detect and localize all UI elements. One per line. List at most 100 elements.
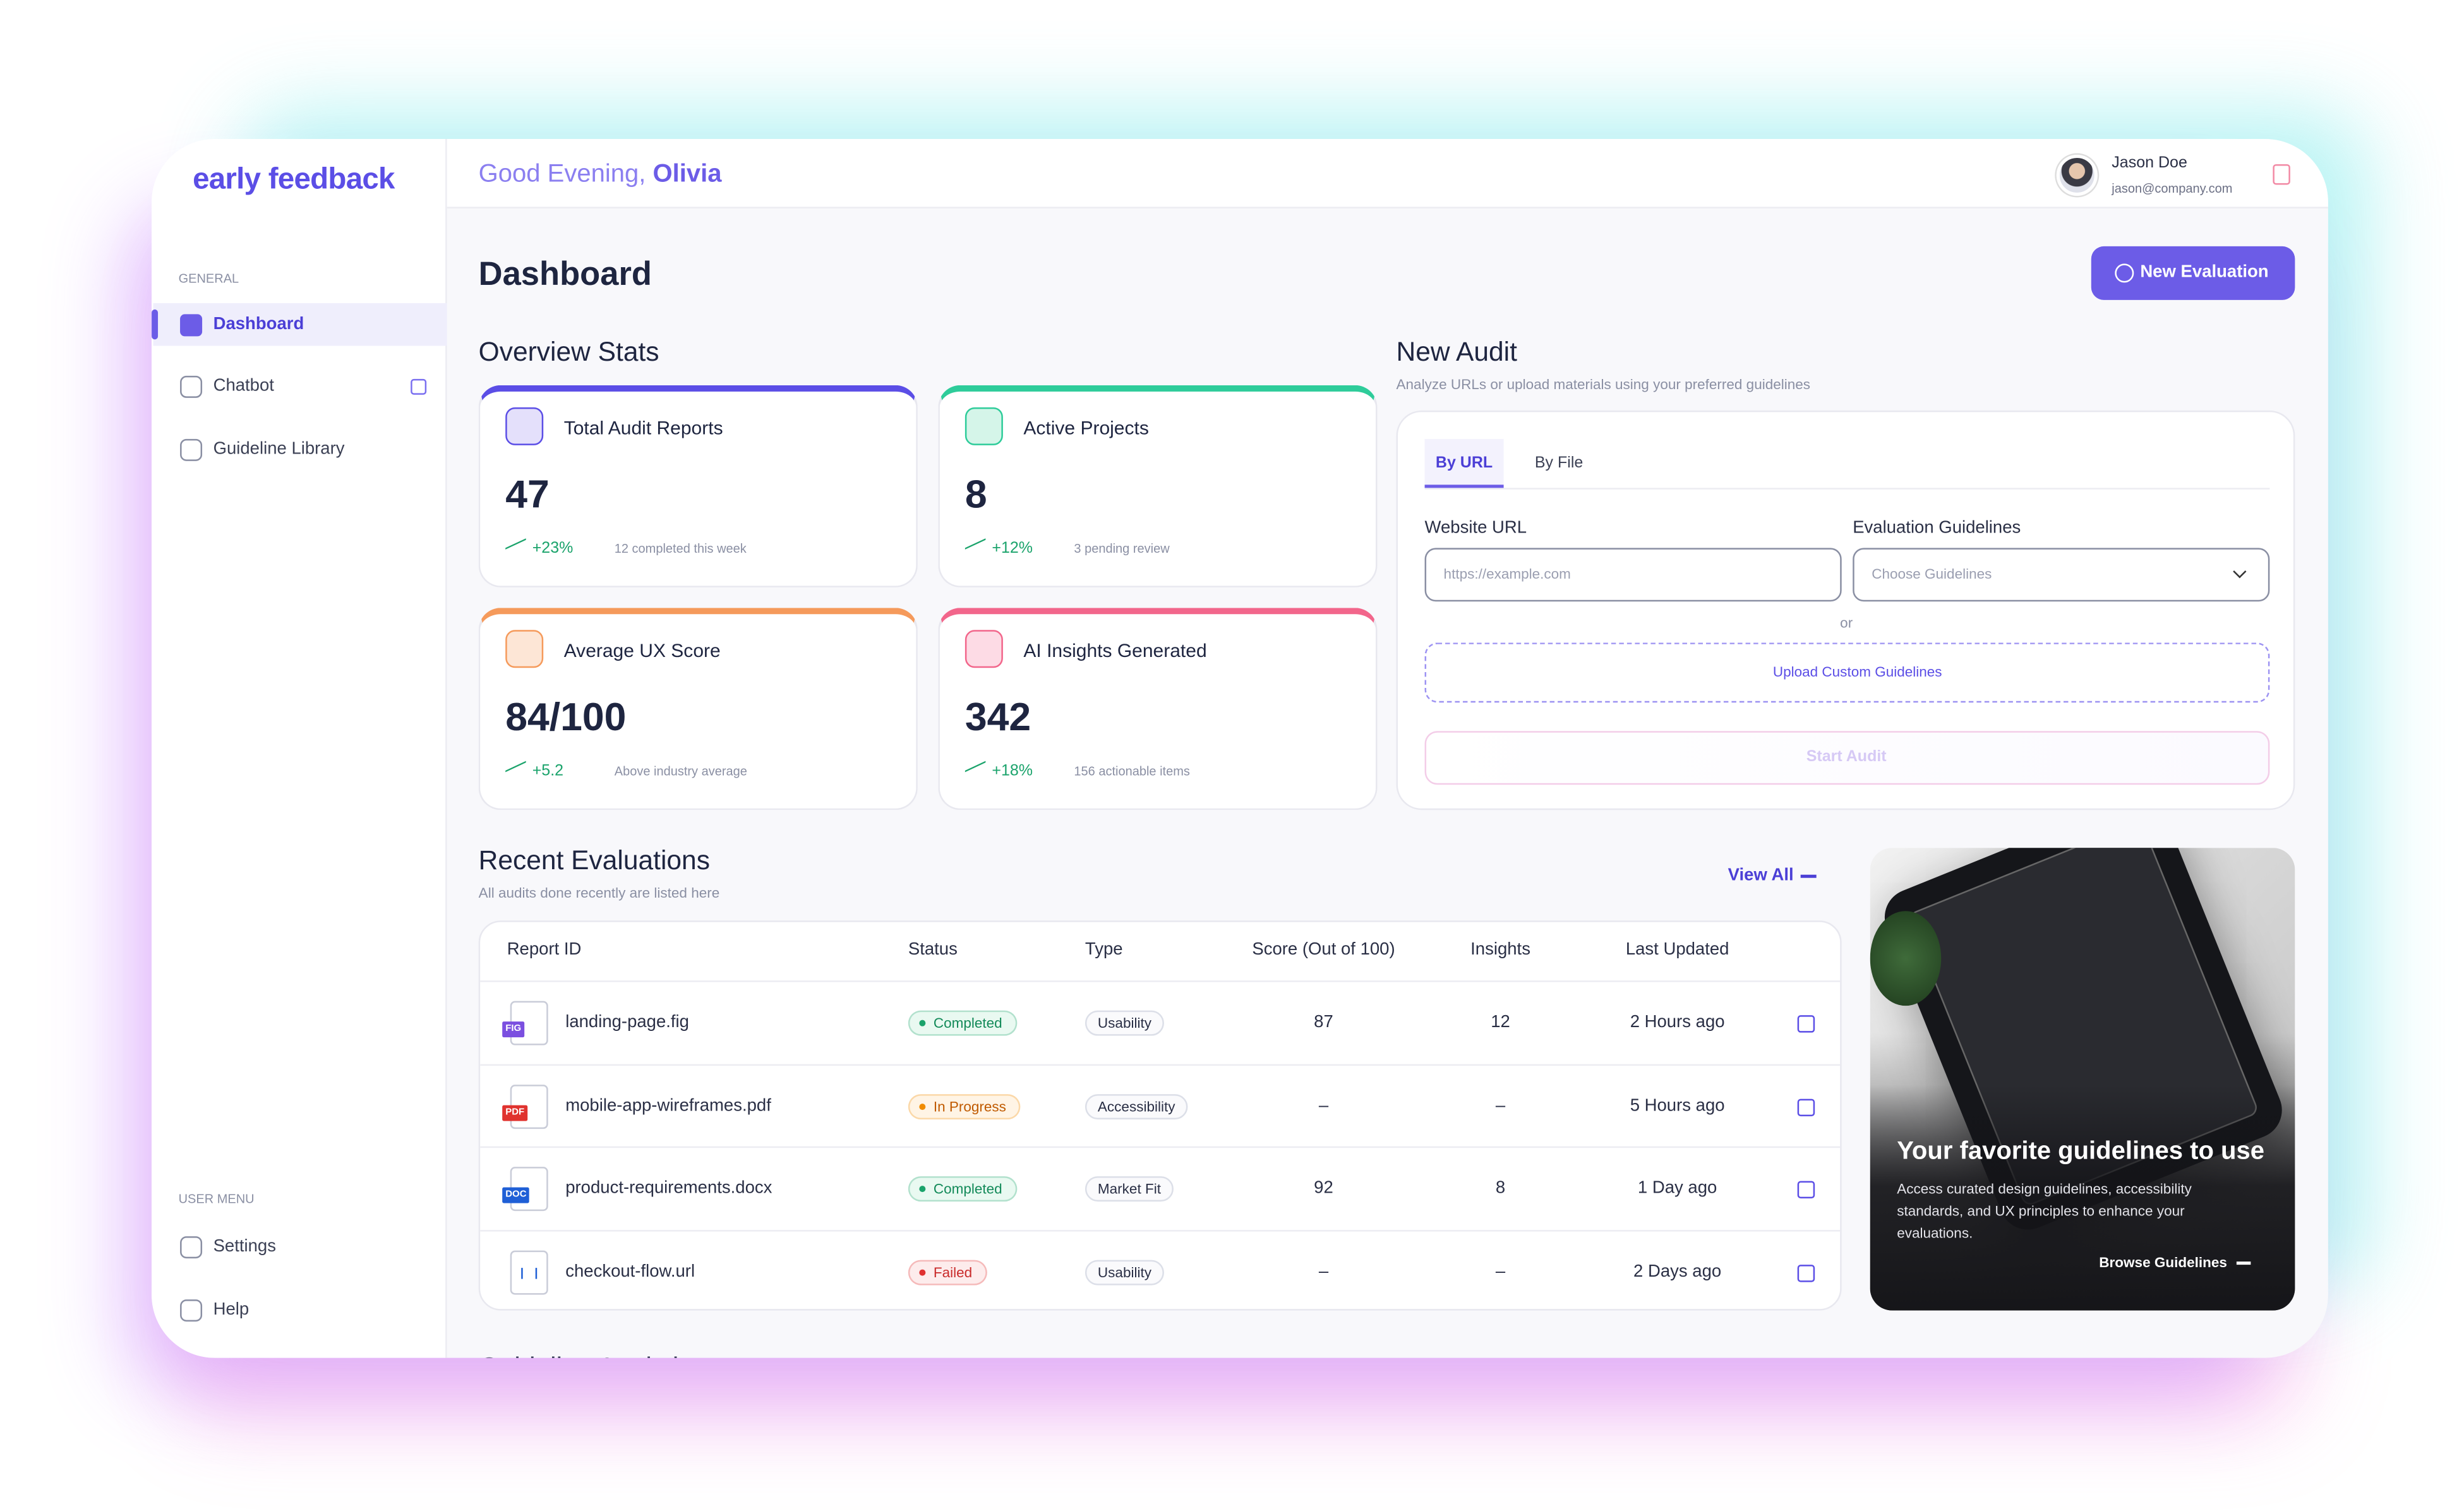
active-indicator xyxy=(152,309,159,340)
nav-item[interactable]: Settings xyxy=(213,1237,276,1256)
tab-underline xyxy=(1424,488,2270,490)
user-first-name: Olivia xyxy=(652,160,722,188)
stat-value: 8 xyxy=(965,473,987,517)
open-icon[interactable] xyxy=(1797,1015,1815,1033)
column-header: Insights xyxy=(1470,940,1530,960)
code-icon xyxy=(521,1268,538,1279)
app-frame: early feedback GENERAL Dashboard Chatbot Gui… xyxy=(152,138,2328,1358)
stat-card: Active Projects 8 +12% 3 pending review xyxy=(938,385,1378,587)
nav-item[interactable]: Help xyxy=(213,1300,249,1320)
stat-change: +5.2 xyxy=(532,762,564,780)
insights: 8 xyxy=(1495,1178,1506,1198)
button-label[interactable]: New Evaluation xyxy=(2140,263,2269,282)
stat-card: Total Audit Reports 47 +23% 12 completed th… xyxy=(478,385,918,587)
column-header: Type xyxy=(1085,940,1123,960)
nav-icon xyxy=(180,1299,203,1322)
nav-icon xyxy=(180,375,203,398)
url-input[interactable] xyxy=(1424,548,1842,602)
greeting-text: Good Evening, xyxy=(478,160,653,188)
stat-card: Average UX Score 84/100 +5.2 Above industry… xyxy=(478,608,918,810)
trend-icon xyxy=(505,761,526,783)
open-icon[interactable] xyxy=(1797,1265,1815,1282)
file-type-badge: PDF xyxy=(502,1105,528,1121)
upload-link[interactable]: Upload Custom Guidelines xyxy=(1772,664,1942,680)
brand-logo[interactable]: early feedback xyxy=(193,163,395,197)
new-evaluation-button[interactable]: New Evaluation xyxy=(2091,246,2295,300)
promo-card[interactable]: Your favorite guidelines to use Access cu… xyxy=(1870,848,2295,1311)
guidelines-select[interactable] xyxy=(1853,548,2270,602)
nav-item[interactable]: Dashboard xyxy=(213,315,304,334)
stat-title: Total Audit Reports xyxy=(563,416,723,439)
status-badge: Failed xyxy=(908,1260,987,1285)
external-link-icon xyxy=(411,378,427,395)
tab[interactable]: By URL xyxy=(1435,454,1493,473)
stat-icon xyxy=(965,630,1003,668)
start-audit-button[interactable] xyxy=(1424,731,2270,785)
file-icon xyxy=(510,1001,548,1045)
stat-title: Active Projects xyxy=(1023,416,1149,439)
plant-image xyxy=(1870,911,1942,1006)
promo-link[interactable]: Browse Guidelines xyxy=(2099,1254,2227,1270)
row-divider xyxy=(480,1230,1841,1232)
score: 92 xyxy=(1314,1178,1333,1198)
insights: – xyxy=(1495,1096,1506,1116)
report-name[interactable]: product-requirements.docx xyxy=(565,1178,772,1198)
status-badge: In Progress xyxy=(908,1094,1021,1120)
arrow-icon xyxy=(1800,874,1817,877)
stat-icon xyxy=(505,407,544,445)
last-updated: 2 Days ago xyxy=(1633,1262,1722,1282)
report-name[interactable]: checkout-flow.url xyxy=(565,1262,695,1282)
logout-icon[interactable] xyxy=(2273,164,2290,185)
status-dot xyxy=(919,1104,926,1111)
stat-note: 3 pending review xyxy=(1074,541,1170,556)
nav-icon xyxy=(180,314,203,337)
column-header: Report ID xyxy=(507,940,582,960)
tab[interactable]: By File xyxy=(1534,454,1584,473)
nav-item[interactable]: Guideline Library xyxy=(213,440,345,459)
status-badge: Completed xyxy=(908,1176,1017,1202)
row-divider xyxy=(480,1064,1841,1066)
section-title: New Audit xyxy=(1396,337,1517,368)
report-name[interactable]: landing-page.fig xyxy=(565,1013,690,1032)
status-dot xyxy=(919,1186,926,1193)
stat-title: AI Insights Generated xyxy=(1023,639,1207,662)
greeting: Good Evening, Olivia xyxy=(479,162,722,188)
open-icon[interactable] xyxy=(1797,1181,1815,1199)
report-name[interactable]: mobile-app-wireframes.pdf xyxy=(565,1096,771,1116)
file-icon xyxy=(510,1250,548,1295)
status-dot xyxy=(919,1269,926,1276)
score: 87 xyxy=(1314,1013,1333,1032)
button-label[interactable]: Start Audit xyxy=(1806,748,1887,766)
arrow-icon xyxy=(2236,1261,2251,1264)
upload-dropzone[interactable] xyxy=(1424,642,2270,703)
trend-icon xyxy=(505,538,526,561)
plus-icon xyxy=(2115,263,2134,283)
stat-note: Above industry average xyxy=(614,764,747,779)
nav-item[interactable]: Chatbot xyxy=(213,376,274,396)
column-header: Last Updated xyxy=(1625,940,1729,960)
new-audit-panel: By URL By File Website URL Evaluation Guide… xyxy=(1396,410,2295,810)
stat-note: 156 actionable items xyxy=(1074,764,1190,779)
or-divider: or xyxy=(1840,615,1853,631)
section-title: Overview Stats xyxy=(478,337,659,368)
stat-value: 47 xyxy=(505,473,550,517)
nav-icon xyxy=(180,1236,203,1259)
section-subtitle: Analyze URLs or upload materials using y… xyxy=(1396,376,1811,393)
section-title: Recent Evaluations xyxy=(478,845,710,876)
page-title: Dashboard xyxy=(478,256,652,293)
avatar[interactable] xyxy=(2056,154,2098,196)
stat-change: +18% xyxy=(992,762,1033,780)
stat-note: 12 completed this week xyxy=(614,541,747,556)
column-header: Status xyxy=(908,940,958,960)
sidebar-section-label: GENERAL xyxy=(178,271,239,286)
stat-value: 84/100 xyxy=(505,695,627,740)
open-icon[interactable] xyxy=(1797,1099,1815,1117)
last-updated: 2 Hours ago xyxy=(1630,1013,1725,1032)
score: – xyxy=(1318,1096,1329,1116)
promo-overlay xyxy=(1870,1085,2295,1311)
active-tab-bg xyxy=(1424,438,1504,488)
table: Report ID Status Type Score (Out of 100) Ins… xyxy=(478,920,1842,1311)
view-all-link[interactable]: View All xyxy=(1728,865,1794,885)
section-title: Guideline Analytics xyxy=(479,1354,706,1357)
